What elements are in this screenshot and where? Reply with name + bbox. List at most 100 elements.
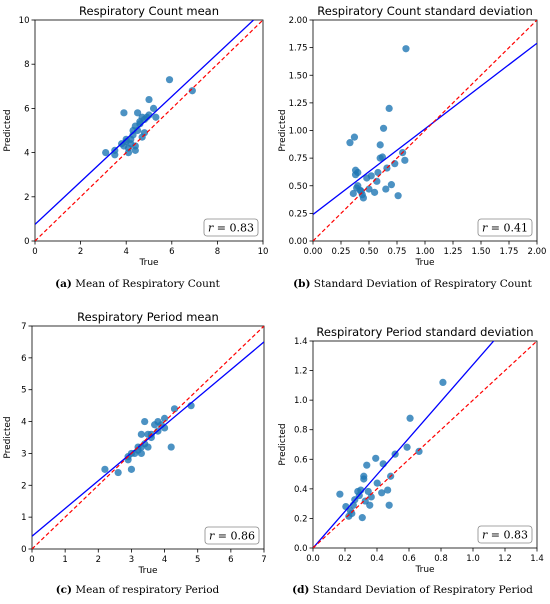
data-point bbox=[439, 378, 447, 386]
data-point bbox=[160, 414, 169, 422]
y-tick-label: 0.4 bbox=[294, 485, 308, 495]
chart-title: Respiratory Period mean bbox=[77, 310, 219, 324]
y-tick-label: 0 bbox=[21, 545, 26, 555]
r-value-box bbox=[203, 218, 259, 237]
panel-d: 0.0 0.2 0.4 0.6 0.8 1.0 1.2 1.4 0.0 0.2 0.4 0.6 0.8 1… bbox=[275, 304, 550, 604]
x-tick-label: 0.6 bbox=[402, 554, 416, 564]
data-point bbox=[366, 501, 374, 509]
x-tick-label: 1.00 bbox=[416, 247, 435, 257]
y-tick-label: 1.25 bbox=[289, 99, 308, 109]
data-point bbox=[145, 95, 153, 104]
data-point bbox=[131, 146, 139, 154]
data-point bbox=[378, 153, 387, 161]
y-tick-label: 0.50 bbox=[289, 182, 308, 192]
y-tick-label: 2 bbox=[21, 481, 26, 491]
x-tick-label: 2.00 bbox=[528, 247, 547, 257]
x-tick-label: 0.0 bbox=[306, 554, 320, 564]
data-point bbox=[358, 514, 366, 522]
data-point bbox=[363, 461, 371, 469]
y-tick-label: 1.4 bbox=[294, 337, 308, 347]
r-value: = 0.83 bbox=[491, 529, 528, 542]
data-point bbox=[152, 113, 160, 121]
caption-c: (c) Mean of respiratory Period bbox=[0, 584, 275, 596]
data-point bbox=[367, 493, 375, 501]
plot-area bbox=[35, 20, 263, 241]
data-point bbox=[385, 501, 393, 509]
y-tick-label: 1.50 bbox=[289, 71, 308, 81]
data-point bbox=[336, 490, 344, 498]
y-tick-label: 0.6 bbox=[294, 455, 308, 465]
data-point bbox=[406, 414, 414, 422]
panel-a: 0 2 4 6 8 10 0 2 4 6 8 10 Respiratory Count mean True… bbox=[0, 0, 275, 300]
data-point bbox=[387, 181, 395, 189]
regression-line bbox=[313, 341, 495, 548]
x-tick-label: 0.2 bbox=[338, 554, 352, 564]
data-point bbox=[401, 156, 409, 164]
plot-area bbox=[313, 20, 537, 241]
data-point bbox=[394, 192, 402, 200]
data-point bbox=[415, 447, 423, 455]
x-tick-label: 4 bbox=[123, 247, 128, 257]
y-tick-label: 3 bbox=[21, 449, 26, 459]
r-value: = 0.83 bbox=[217, 222, 254, 235]
chart-respiratory-count-std: 0.00 0.25 0.50 0.75 1.00 1.25 1.50 1.75 2.00 0.00… bbox=[278, 4, 547, 268]
y-tick-label: 4 bbox=[21, 418, 26, 428]
y-axis-label: Predicted bbox=[278, 109, 288, 151]
y-tick-label: 2.00 bbox=[289, 16, 308, 26]
chart-title: Respiratory Count mean bbox=[79, 4, 219, 18]
data-point bbox=[402, 45, 410, 53]
y-tick-label: 1 bbox=[21, 513, 26, 523]
y-tick-label: 1.2 bbox=[294, 367, 308, 377]
y-tick-label: 0.25 bbox=[289, 209, 308, 219]
x-tick-label: 8 bbox=[215, 247, 220, 257]
identity-line bbox=[313, 341, 537, 548]
r-value-label: r = 0.83 bbox=[482, 529, 528, 542]
data-point bbox=[140, 129, 149, 137]
x-tick-label: 5 bbox=[195, 555, 200, 565]
x-tick-label: 7 bbox=[261, 555, 266, 565]
r-symbol: r bbox=[482, 529, 491, 542]
data-point bbox=[101, 465, 109, 473]
caption-b: (b) Standard Deviation of Respiratory Co… bbox=[275, 278, 550, 290]
y-tick-label: 0.8 bbox=[294, 426, 308, 436]
caption-tag: (d) bbox=[292, 584, 310, 596]
x-tick-label: 1.0 bbox=[466, 554, 480, 564]
y-tick-label: 1.0 bbox=[294, 396, 308, 406]
data-point bbox=[137, 430, 145, 438]
data-point bbox=[365, 185, 373, 193]
x-tick-label: 0 bbox=[29, 555, 34, 565]
x-tick-label: 1.50 bbox=[472, 247, 491, 257]
r-value-box bbox=[477, 218, 533, 237]
x-tick-label: 1.2 bbox=[498, 554, 512, 564]
r-symbol: r bbox=[482, 222, 491, 235]
data-point bbox=[120, 109, 128, 117]
data-point bbox=[385, 104, 393, 112]
caption-tag: (c) bbox=[55, 584, 73, 596]
x-tick-label: 2 bbox=[96, 555, 101, 565]
r-symbol: r bbox=[208, 222, 217, 235]
chart-respiratory-period-std: 0.0 0.2 0.4 0.6 0.8 1.0 1.2 1.4 0.0 0.2 0.4 0.6 0.8 1… bbox=[278, 325, 544, 575]
data-point bbox=[372, 454, 380, 462]
y-tick-label: 7 bbox=[21, 322, 26, 332]
chart-title: Respiratory Count standard deviation bbox=[317, 4, 532, 18]
y-tick-label: 10 bbox=[19, 16, 30, 26]
x-tick-label: 10 bbox=[258, 247, 269, 257]
caption-text: Mean of respiratory Period bbox=[75, 584, 220, 596]
x-tick-label: 1.25 bbox=[444, 247, 463, 257]
x-tick-label: 0 bbox=[32, 247, 37, 257]
chart-respiratory-period-mean: 0 1 2 3 4 5 6 7 0 1 2 3 4 5 6 7 Respiratory Period mean T… bbox=[3, 310, 267, 576]
x-tick-label: 6 bbox=[228, 555, 233, 565]
y-axis-label: Predicted bbox=[3, 109, 13, 151]
panel-c: 0 1 2 3 4 5 6 7 0 1 2 3 4 5 6 7 Respiratory Period mean T… bbox=[0, 304, 275, 604]
y-tick-label: 1.75 bbox=[289, 44, 308, 54]
x-tick-label: 0.25 bbox=[332, 247, 351, 257]
data-point bbox=[403, 443, 411, 451]
x-tick-label: 0.4 bbox=[370, 554, 384, 564]
y-tick-label: 2 bbox=[24, 193, 29, 203]
caption-text: Mean of Respiratory Count bbox=[75, 278, 220, 290]
caption-tag: (b) bbox=[293, 278, 311, 290]
chart-respiratory-count-mean: 0 2 4 6 8 10 0 2 4 6 8 10 Respiratory Count mean True… bbox=[3, 4, 269, 268]
caption-tag: (a) bbox=[55, 278, 72, 290]
data-point bbox=[346, 139, 354, 147]
data-point bbox=[354, 168, 362, 177]
